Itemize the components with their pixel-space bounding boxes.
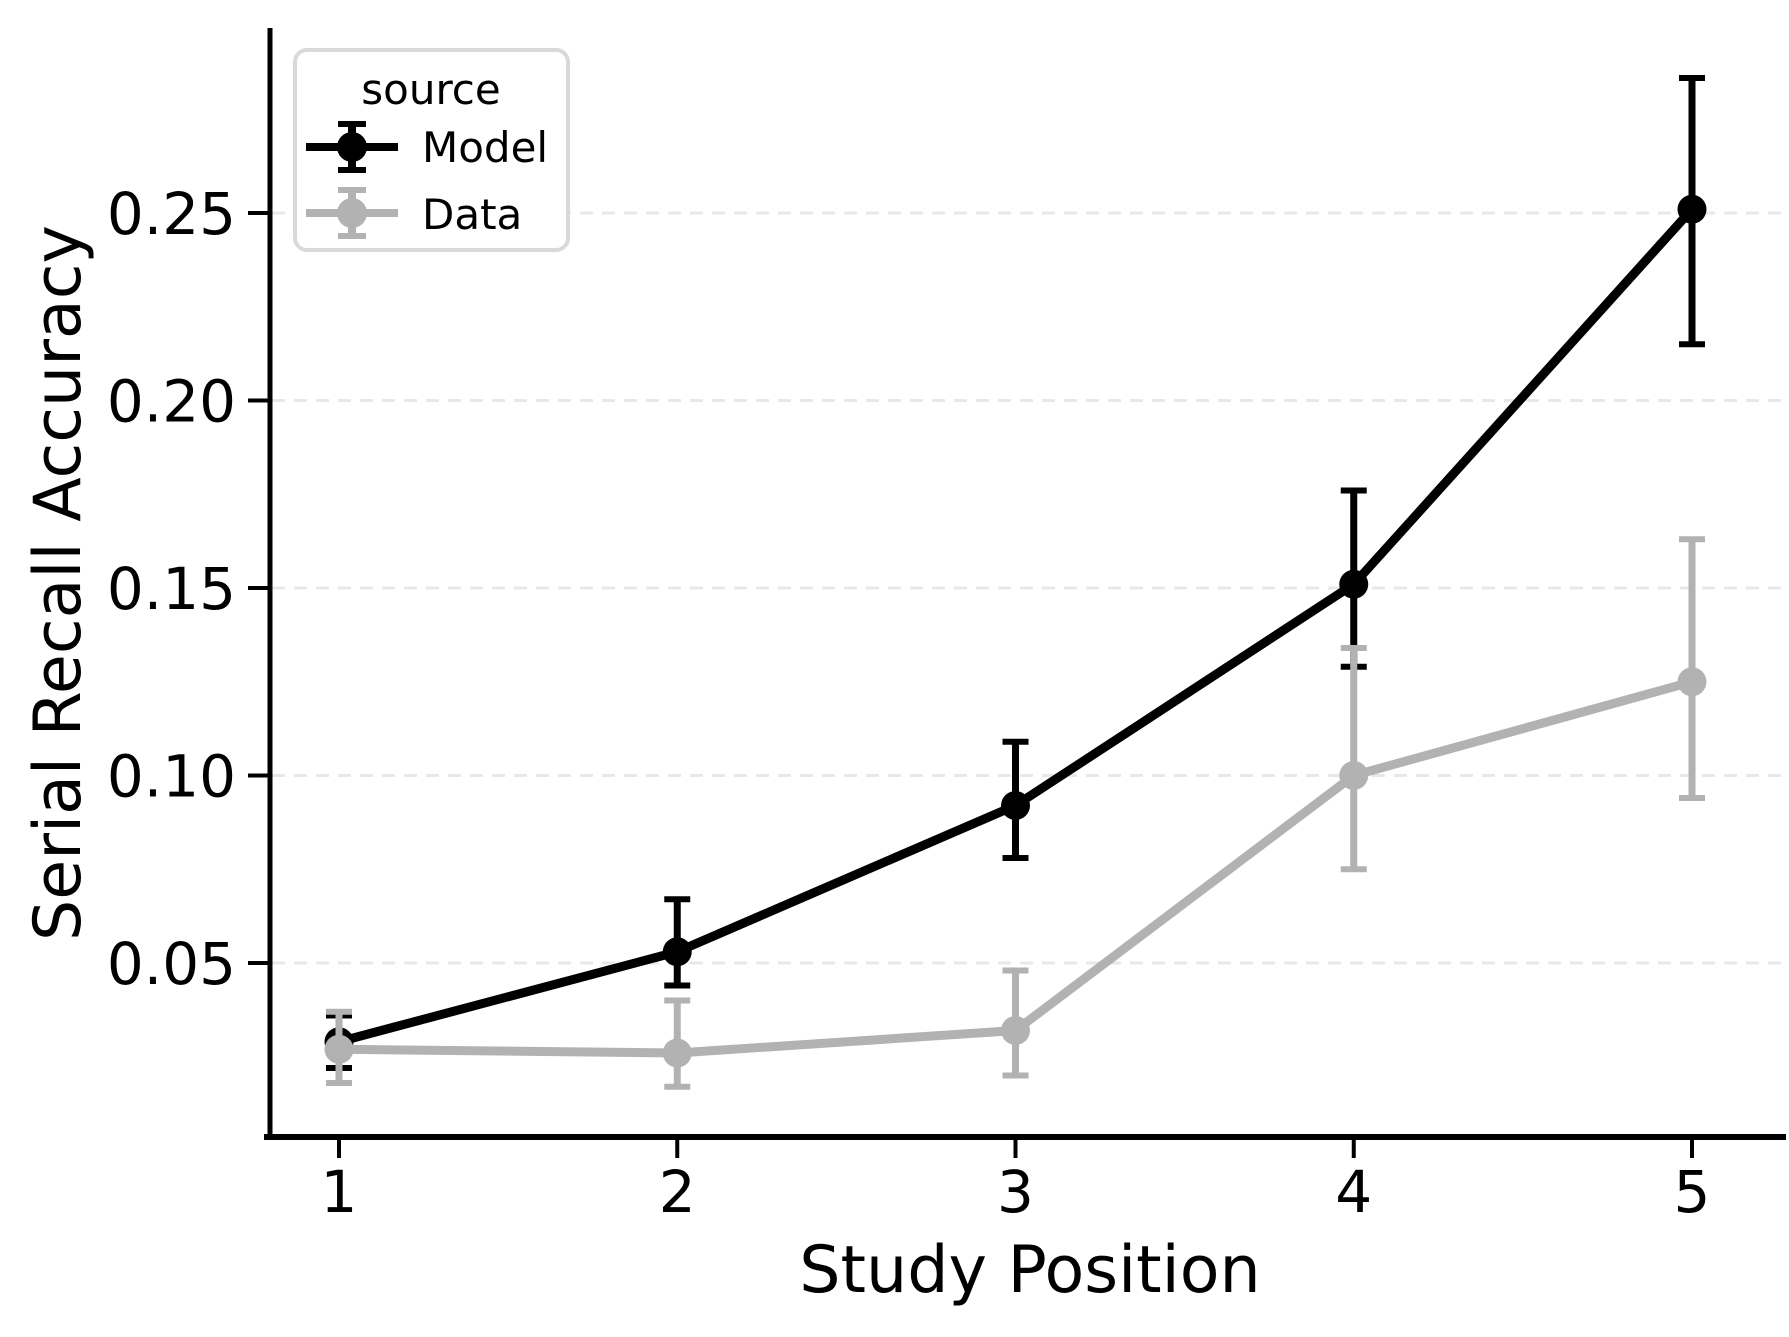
y-tick-label: 0.15 <box>107 555 236 623</box>
x-tick-label: 3 <box>997 1158 1034 1226</box>
y-axis-label: Serial Recall Accuracy <box>21 225 96 941</box>
model-legend-marker-icon <box>337 132 367 162</box>
data-point-marker <box>1339 761 1369 790</box>
y-tick-label: 0.25 <box>107 180 236 248</box>
model-point-marker <box>1001 791 1030 820</box>
x-axis-label: Study Position <box>799 1233 1260 1308</box>
x-tick-label: 2 <box>659 1158 696 1226</box>
data-point-marker <box>662 1038 692 1068</box>
model-point-marker <box>662 937 692 967</box>
model-legend-label: Model <box>422 123 548 172</box>
x-tick-label: 1 <box>321 1158 358 1226</box>
legend-entry-model: Model <box>306 121 548 173</box>
x-tick-label: 4 <box>1335 1158 1372 1226</box>
data-point-marker <box>324 1034 354 1064</box>
y-tick-label: 0.05 <box>107 930 236 998</box>
data-point-marker <box>1001 1016 1030 1045</box>
legend-entry-data: Data <box>306 187 522 239</box>
model-series-line <box>337 206 1696 1047</box>
plot-area: 0.05 0.10 0.15 0.20 0.25 1 2 3 4 5 <box>107 28 1786 1226</box>
y-tick-label: 0.10 <box>107 743 236 811</box>
model-point-marker <box>1339 569 1369 599</box>
legend-box <box>293 48 570 252</box>
y-tick-label: 0.20 <box>107 368 236 436</box>
model-point-marker <box>1677 194 1707 224</box>
data-legend-marker-icon <box>337 198 367 228</box>
data-point-marker <box>1677 667 1707 697</box>
legend: source Model Data <box>293 48 570 252</box>
x-tick-label: 5 <box>1674 1158 1711 1226</box>
legend-title: source <box>361 65 500 114</box>
data-legend-label: Data <box>422 190 522 239</box>
